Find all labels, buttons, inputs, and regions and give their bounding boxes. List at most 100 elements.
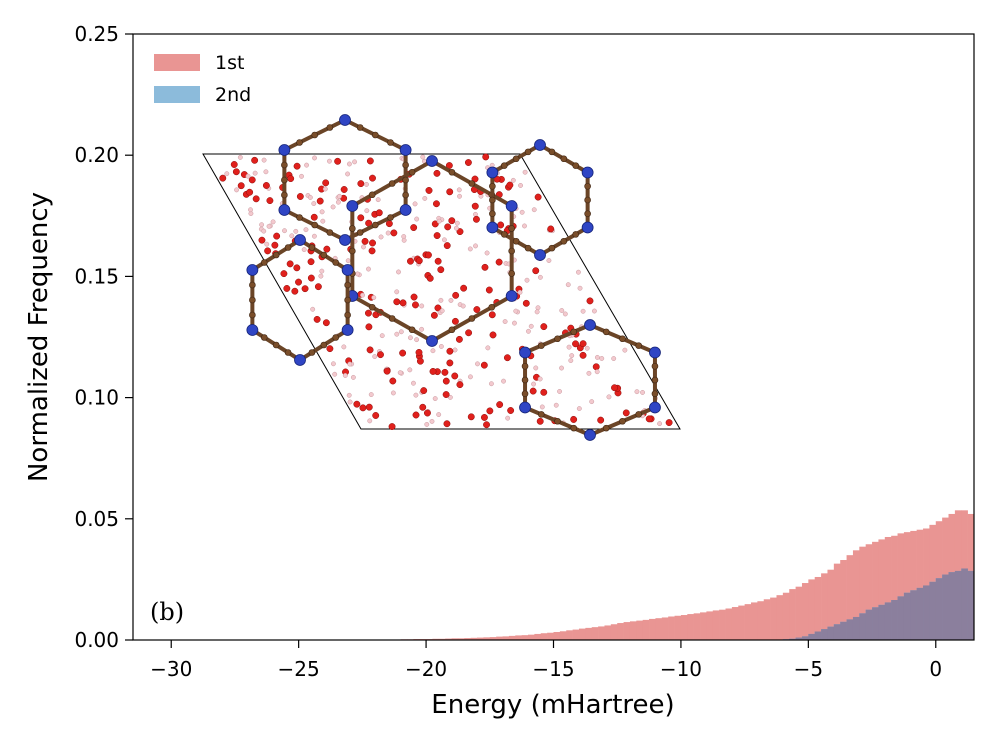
oxygen-atom	[248, 176, 256, 184]
hydrogen-atom	[457, 193, 462, 199]
hydrogen-atom	[311, 201, 317, 206]
hydrogen-atom	[577, 285, 583, 291]
nitrogen-atom	[399, 204, 412, 216]
hydrogen-atom	[622, 347, 628, 353]
carbon-atom	[572, 162, 580, 169]
oxygen-atom	[579, 340, 587, 348]
hydrogen-atom	[237, 154, 243, 160]
hist-overlap-123	[954, 570, 962, 640]
carbon-atom	[468, 315, 476, 322]
carbon-atom	[408, 168, 416, 176]
hydrogen-atom	[594, 369, 600, 375]
hist-bar-1st-86	[719, 609, 726, 640]
hist-bar-1st-51	[496, 636, 503, 640]
oxygen-atom	[266, 197, 274, 205]
oxygen-atom	[452, 291, 460, 299]
hydrogen-atom	[347, 361, 353, 367]
carbon-atom	[651, 362, 659, 370]
hist-bar-1st-74	[642, 619, 650, 640]
carbon-atom	[320, 341, 328, 349]
carbon-atom	[308, 244, 316, 251]
carbon-atom	[260, 334, 268, 341]
carbon-atom	[344, 296, 351, 304]
oxygen-atom	[287, 175, 295, 183]
oxygen-atom	[280, 270, 288, 278]
carbon-atom	[349, 225, 356, 232]
hist-bar-1st-68	[604, 625, 612, 640]
y-axis-ticks: 0.00 0.05 0.10 0.15 0.20 0.25	[74, 22, 133, 652]
carbon-atom	[356, 124, 364, 131]
hydrogen-atom	[372, 354, 378, 359]
hist-bar-1st-47	[470, 637, 478, 640]
carbon-atom	[508, 270, 515, 277]
hist-bar-1st-64	[578, 628, 586, 640]
hydrogen-atom	[396, 269, 401, 275]
hist-bar-1st-53	[508, 635, 516, 640]
nitrogen-atom	[278, 204, 291, 216]
hist-bar-1st-113	[891, 535, 898, 640]
oxygen-atom	[451, 372, 459, 380]
hydrogen-atom	[336, 193, 342, 199]
nitrogen-atom	[246, 324, 259, 336]
hydrogen-atom	[310, 306, 316, 312]
hist-bar-1st-62	[566, 630, 573, 640]
hydrogen-atom	[311, 233, 317, 239]
carbon-atom	[349, 247, 356, 255]
carbon-atom	[488, 303, 496, 311]
oxygen-atom	[534, 193, 542, 201]
oxygen-atom	[451, 317, 459, 325]
oxygen-atom	[532, 267, 540, 275]
oxygen-atom	[429, 367, 437, 375]
hist-bar-1st-79	[674, 615, 682, 640]
oxygen-atom	[313, 315, 321, 323]
x-axis-label: Energy (mHartree)	[431, 690, 674, 720]
oxygen-atom	[301, 285, 309, 293]
oxygen-atom	[540, 323, 548, 331]
hist-bar-1st-96	[782, 592, 790, 640]
hydrogen-atom	[611, 356, 617, 361]
oxygen-atom	[307, 274, 315, 282]
oxygen-atom	[273, 232, 281, 240]
carbon-atom	[448, 168, 456, 176]
oxygen-atom	[430, 311, 438, 319]
nitrogen-atom	[346, 200, 359, 212]
oxygen-atom	[291, 287, 299, 295]
y-tick-label: 0.20	[74, 143, 119, 167]
oxygen-atom	[283, 285, 291, 292]
hydrogen-atom	[299, 173, 304, 179]
hist-bar-1st-44	[451, 638, 459, 640]
hydrogen-atom	[301, 247, 307, 253]
hist-bar-1st-61	[559, 631, 567, 640]
hist-bar-1st-49	[483, 637, 491, 640]
x-tick-label: −30	[150, 657, 192, 681]
carbon-atom	[489, 210, 496, 218]
hydrogen-atom	[429, 418, 435, 424]
hist-bar-1st-93	[763, 599, 771, 640]
hydrogen-atom	[322, 186, 328, 192]
carbon-atom	[249, 311, 256, 319]
carbon-atom	[489, 182, 496, 190]
nitrogen-atom	[294, 234, 306, 246]
hist-bar-1st-56	[528, 634, 535, 640]
oxygen-atom	[412, 301, 419, 309]
hydrogen-atom	[576, 406, 582, 412]
hydrogen-atom	[319, 209, 325, 215]
hydrogen-atom	[364, 208, 370, 214]
oxygen-atom	[316, 197, 324, 205]
carbon-atom	[387, 214, 394, 221]
carbon-atom	[554, 335, 561, 343]
hist-overlap-101	[814, 631, 822, 640]
hydrogen-atom	[342, 373, 348, 378]
oxygen-atom	[262, 182, 270, 189]
framework-rings	[246, 114, 661, 441]
hist-overlap-122	[948, 572, 956, 640]
hist-overlap-102	[821, 629, 828, 640]
oxygen-atom	[365, 403, 373, 411]
hist-bar-1st-85	[712, 610, 720, 640]
nitrogen-atom	[294, 354, 306, 366]
oxygen-atom	[322, 319, 330, 327]
hydrogen-atom	[432, 396, 438, 402]
carbon-atom	[570, 328, 578, 336]
oxygen-atom	[472, 215, 480, 223]
carbon-atom	[651, 376, 659, 384]
